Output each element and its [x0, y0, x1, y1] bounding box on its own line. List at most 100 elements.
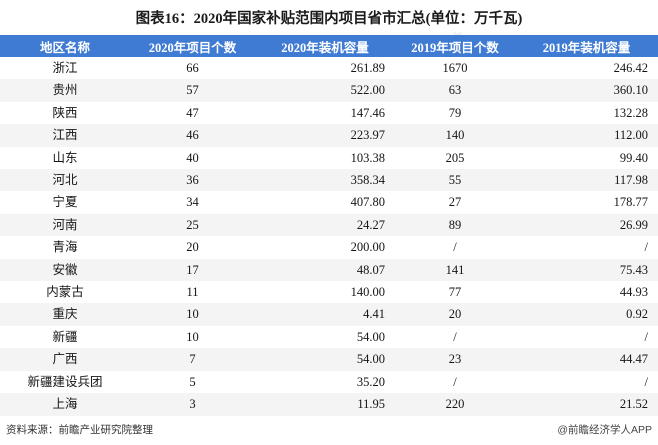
cell-region: 青海 — [52, 240, 78, 255]
cell-capacity-2019: 99.40 — [619, 150, 648, 165]
cell-region: 新疆 — [52, 329, 78, 344]
cell-capacity-2020: 35.20 — [356, 374, 385, 389]
cell-count-2020: 5 — [189, 374, 196, 389]
cell-count-2020: 25 — [186, 217, 199, 232]
cell-capacity-2019: 132.28 — [613, 105, 648, 120]
table-row: 上海 3 11.95 220 21.52 — [0, 393, 658, 416]
table-row: 广西 7 54.00 23 44.47 — [0, 348, 658, 371]
cell-region: 江西 — [52, 128, 78, 143]
table-row: 宁夏 34 407.80 27 178.77 — [0, 191, 658, 214]
cell-capacity-2020: 48.07 — [356, 262, 385, 277]
cell-capacity-2020: 358.34 — [350, 173, 385, 188]
column-header-count-2019: 2019年项目个数 — [395, 35, 515, 57]
table-row: 河南 25 24.27 89 26.99 — [0, 213, 658, 237]
table-body: 浙江 66 261.89 1670 246.42 贵州 57 522.00 63… — [0, 57, 658, 416]
table-row: 贵州 57 522.00 63 360.10 — [0, 79, 658, 102]
cell-count-2019: 79 — [448, 105, 462, 120]
subsidy-projects-table: 地区名称 2020年项目个数 2020年装机容量 2019年项目个数 2019年… — [0, 35, 658, 416]
cell-count-2019: 1670 — [442, 61, 468, 75]
cell-count-2020: 57 — [186, 83, 199, 98]
column-header-capacity-2020: 2020年装机容量 — [255, 35, 395, 57]
cell-capacity-2019: 112.00 — [614, 128, 648, 143]
cell-capacity-2019: / — [644, 240, 648, 255]
cell-capacity-2019: 26.99 — [619, 217, 648, 232]
table-row: 重庆 10 4.41 20 0.92 — [0, 303, 658, 326]
source-note: 资料来源：前瞻产业研究院整理 — [6, 424, 153, 436]
table-row: 新疆 10 54.00 / / — [0, 325, 658, 349]
cell-count-2020: 11 — [186, 285, 199, 300]
cell-region: 河北 — [52, 173, 78, 188]
table-row: 青海 20 200.00 / / — [0, 236, 658, 259]
cell-capacity-2020: 11.95 — [357, 397, 385, 412]
cell-count-2019: 63 — [448, 83, 462, 98]
cell-capacity-2020: 407.80 — [350, 195, 385, 210]
cell-capacity-2019: 178.77 — [613, 195, 648, 210]
cell-count-2020: 34 — [186, 195, 199, 210]
cell-capacity-2019: / — [644, 374, 648, 389]
cell-capacity-2020: 54.00 — [356, 329, 385, 344]
cell-count-2019: 89 — [448, 217, 462, 232]
cell-region: 上海 — [52, 397, 78, 412]
table-row: 浙江 66 261.89 1670 246.42 — [0, 57, 658, 80]
cell-capacity-2020: 147.46 — [350, 105, 385, 120]
cell-region: 重庆 — [52, 307, 78, 322]
table-row: 陕西 47 147.46 79 132.28 — [0, 101, 658, 125]
cell-count-2020: 20 — [186, 240, 199, 255]
page-title: 图表16：2020年国家补贴范围内项目省市汇总(单位：万千瓦) — [135, 11, 523, 27]
cell-count-2019: 27 — [448, 195, 462, 210]
cell-count-2020: 36 — [186, 173, 199, 188]
data-table-container: 地区名称 2020年项目个数 2020年装机容量 2019年项目个数 2019年… — [0, 35, 658, 416]
cell-capacity-2019: 246.42 — [613, 61, 648, 75]
footer: 资料来源：前瞻产业研究院整理 @前瞻经济学人APP — [0, 422, 658, 437]
cell-count-2019: / — [453, 329, 457, 344]
cell-region: 山东 — [52, 150, 78, 165]
cell-count-2019: / — [453, 374, 457, 389]
cell-region: 河南 — [52, 217, 78, 232]
cell-region: 新疆建设兵团 — [27, 374, 103, 389]
cell-count-2019: / — [453, 240, 457, 255]
column-header-count-2020: 2020年项目个数 — [130, 35, 255, 57]
cell-capacity-2020: 4.41 — [363, 307, 385, 322]
attribution-note: @前瞻经济学人APP — [557, 424, 652, 436]
cell-capacity-2019: 75.43 — [619, 262, 648, 277]
cell-count-2020: 3 — [189, 397, 196, 412]
cell-capacity-2019: 0.92 — [626, 307, 648, 322]
cell-region: 宁夏 — [52, 195, 78, 210]
cell-capacity-2020: 54.00 — [356, 352, 385, 367]
cell-region: 内蒙古 — [46, 285, 84, 300]
cell-capacity-2019: 360.10 — [613, 83, 648, 98]
cell-count-2020: 47 — [186, 105, 199, 120]
column-header-region: 地区名称 — [0, 35, 130, 57]
cell-count-2020: 46 — [186, 128, 199, 143]
cell-capacity-2020: 24.27 — [356, 217, 385, 232]
table-row: 安徽 17 48.07 141 75.43 — [0, 258, 658, 282]
table-row: 江西 46 223.97 140 112.00 — [0, 124, 658, 147]
cell-capacity-2019: 117.98 — [614, 173, 648, 188]
cell-count-2020: 66 — [186, 61, 199, 75]
cell-count-2020: 7 — [189, 352, 196, 367]
cell-count-2019: 140 — [445, 128, 465, 143]
cell-region: 安徽 — [52, 262, 78, 277]
cell-count-2019: 205 — [445, 150, 465, 165]
cell-capacity-2020: 140.00 — [350, 285, 385, 300]
cell-count-2019: 20 — [448, 307, 462, 322]
cell-capacity-2019: / — [644, 329, 648, 344]
cell-capacity-2020: 103.38 — [350, 150, 385, 165]
cell-count-2019: 23 — [448, 352, 462, 367]
cell-region: 贵州 — [52, 83, 78, 98]
cell-capacity-2020: 200.00 — [350, 240, 385, 255]
cell-count-2019: 141 — [445, 262, 465, 277]
cell-region: 浙江 — [52, 61, 78, 75]
table-row: 河北 36 358.34 55 117.98 — [0, 169, 658, 192]
cell-count-2019: 55 — [448, 173, 462, 188]
cell-region: 陕西 — [52, 105, 78, 120]
cell-capacity-2019: 44.93 — [619, 285, 648, 300]
table-row: 内蒙古 11 140.00 77 44.93 — [0, 281, 658, 304]
cell-capacity-2020: 223.97 — [350, 128, 385, 143]
table-row: 新疆建设兵团 5 35.20 / / — [0, 370, 658, 394]
cell-region: 广西 — [52, 352, 78, 367]
table-header: 地区名称 2020年项目个数 2020年装机容量 2019年项目个数 2019年… — [0, 35, 658, 57]
cell-count-2019: 220 — [445, 397, 465, 412]
cell-capacity-2019: 44.47 — [619, 352, 648, 367]
